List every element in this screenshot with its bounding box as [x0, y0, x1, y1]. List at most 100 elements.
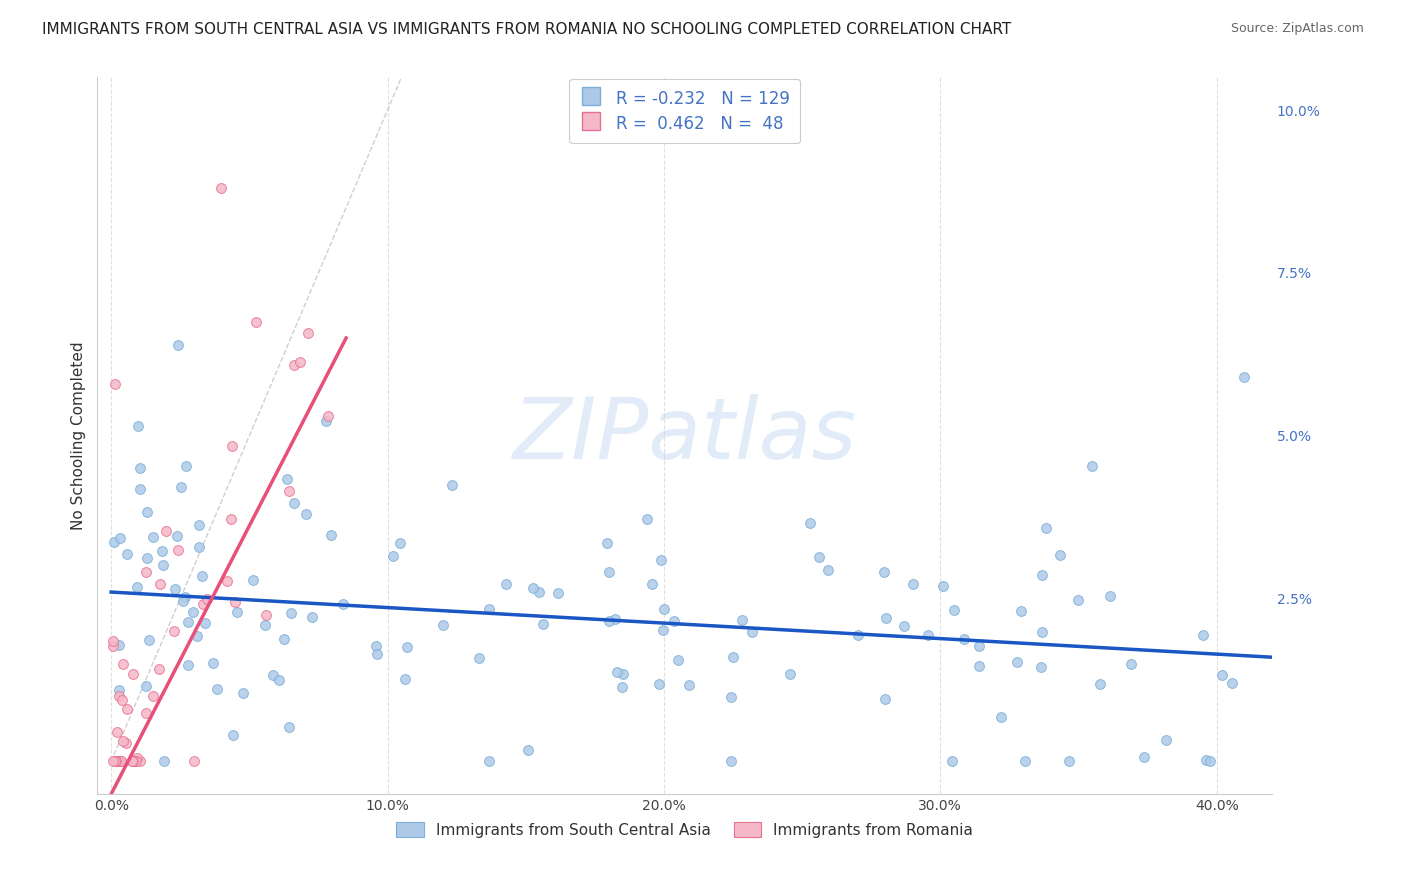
Point — [1010, 603, 1032, 617]
Point — [953, 632, 976, 646]
Point — [720, 690, 742, 705]
Point — [177, 615, 200, 629]
Point — [129, 755, 152, 769]
Point — [1031, 568, 1053, 582]
Point — [641, 577, 664, 591]
Point — [648, 676, 671, 690]
Point — [277, 720, 299, 734]
Point — [108, 682, 131, 697]
Point — [163, 582, 186, 596]
Point — [1005, 655, 1028, 669]
Point — [799, 516, 821, 530]
Point — [283, 359, 305, 373]
Point — [893, 619, 915, 633]
Point — [817, 563, 839, 577]
Point — [209, 181, 232, 195]
Point — [172, 594, 194, 608]
Point — [150, 544, 173, 558]
Point — [846, 628, 869, 642]
Point — [277, 483, 299, 498]
Y-axis label: No Schooling Completed: No Schooling Completed — [72, 342, 86, 530]
Point — [221, 439, 243, 453]
Point — [598, 614, 620, 628]
Point — [186, 629, 208, 643]
Point — [666, 653, 689, 667]
Point — [135, 505, 157, 519]
Point — [381, 549, 404, 563]
Point — [107, 755, 129, 769]
Point — [319, 528, 342, 542]
Point — [201, 656, 224, 670]
Point — [112, 733, 135, 747]
Point — [166, 337, 188, 351]
Point — [105, 755, 128, 769]
Point — [636, 512, 658, 526]
Point — [153, 755, 176, 769]
Point — [135, 706, 157, 720]
Point — [650, 553, 672, 567]
Point — [125, 755, 148, 769]
Point — [432, 618, 454, 632]
Point — [197, 592, 219, 607]
Point — [224, 595, 246, 609]
Point — [294, 507, 316, 521]
Point — [242, 573, 264, 587]
Point — [104, 755, 127, 769]
Point — [1192, 628, 1215, 642]
Point — [969, 639, 991, 653]
Point — [1233, 370, 1256, 384]
Point — [596, 536, 619, 550]
Point — [152, 558, 174, 572]
Point — [181, 605, 204, 619]
Point — [166, 529, 188, 543]
Point — [283, 496, 305, 510]
Point — [612, 667, 634, 681]
Point — [1195, 753, 1218, 767]
Point — [115, 702, 138, 716]
Point — [388, 536, 411, 550]
Point — [652, 601, 675, 615]
Point — [129, 461, 152, 475]
Point — [468, 651, 491, 665]
Point — [610, 680, 633, 694]
Point — [1035, 521, 1057, 535]
Point — [135, 566, 157, 580]
Point — [125, 580, 148, 594]
Point — [115, 547, 138, 561]
Point — [875, 611, 897, 625]
Point — [170, 480, 193, 494]
Point — [478, 755, 501, 769]
Point — [598, 565, 620, 579]
Point — [517, 743, 540, 757]
Point — [366, 640, 388, 654]
Point — [112, 657, 135, 671]
Point — [254, 607, 277, 622]
Point — [253, 617, 276, 632]
Point — [188, 517, 211, 532]
Point — [121, 755, 143, 769]
Point — [1031, 624, 1053, 639]
Point — [1133, 750, 1156, 764]
Point — [1198, 755, 1220, 769]
Point — [1211, 668, 1233, 682]
Point — [166, 543, 188, 558]
Point — [316, 409, 339, 423]
Point — [108, 531, 131, 545]
Point — [121, 755, 143, 769]
Point — [110, 755, 132, 769]
Point — [225, 605, 247, 619]
Point — [301, 610, 323, 624]
Point — [262, 668, 284, 682]
Point — [129, 483, 152, 497]
Point — [731, 613, 754, 627]
Point — [779, 667, 801, 681]
Point — [111, 693, 134, 707]
Point — [396, 640, 419, 655]
Point — [606, 665, 628, 679]
Point — [245, 316, 267, 330]
Point — [873, 566, 896, 580]
Point — [193, 598, 215, 612]
Legend: Immigrants from South Central Asia, Immigrants from Romania: Immigrants from South Central Asia, Immi… — [389, 815, 980, 844]
Point — [122, 666, 145, 681]
Point — [931, 579, 953, 593]
